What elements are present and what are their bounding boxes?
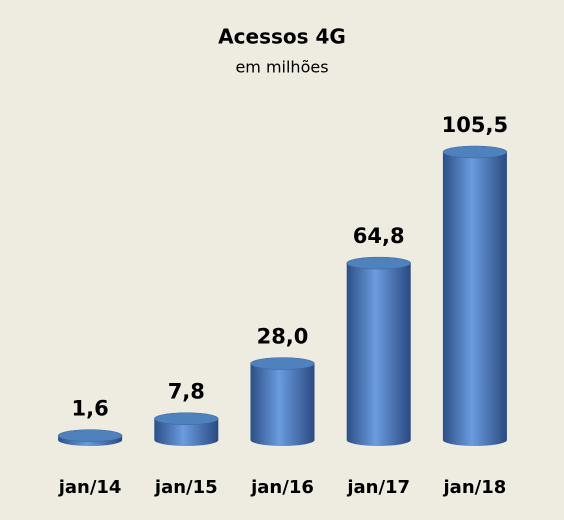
bar	[346, 263, 411, 440]
value-label: 28,0	[257, 325, 309, 349]
bar	[442, 152, 507, 440]
chart-title: Acessos 4G	[218, 25, 346, 49]
value-label: 7,8	[168, 380, 205, 404]
x-tick-label: jan/14	[58, 477, 122, 498]
x-tick-label: jan/18	[443, 477, 507, 498]
bar	[250, 363, 315, 440]
cylinder-top	[250, 357, 315, 370]
x-tick-label: jan/15	[154, 477, 218, 498]
value-label: 64,8	[353, 224, 405, 248]
cylinder-top	[346, 256, 411, 270]
x-tick-label: jan/16	[250, 477, 314, 498]
x-tick-label: jan/17	[346, 477, 410, 498]
cylinder-top	[57, 429, 123, 442]
chart-subtitle: em milhões	[235, 58, 328, 77]
value-label: 1,6	[71, 397, 108, 421]
cylinder-top	[442, 145, 508, 159]
cylinder-top	[154, 412, 219, 425]
value-label: 105,5	[442, 113, 508, 137]
